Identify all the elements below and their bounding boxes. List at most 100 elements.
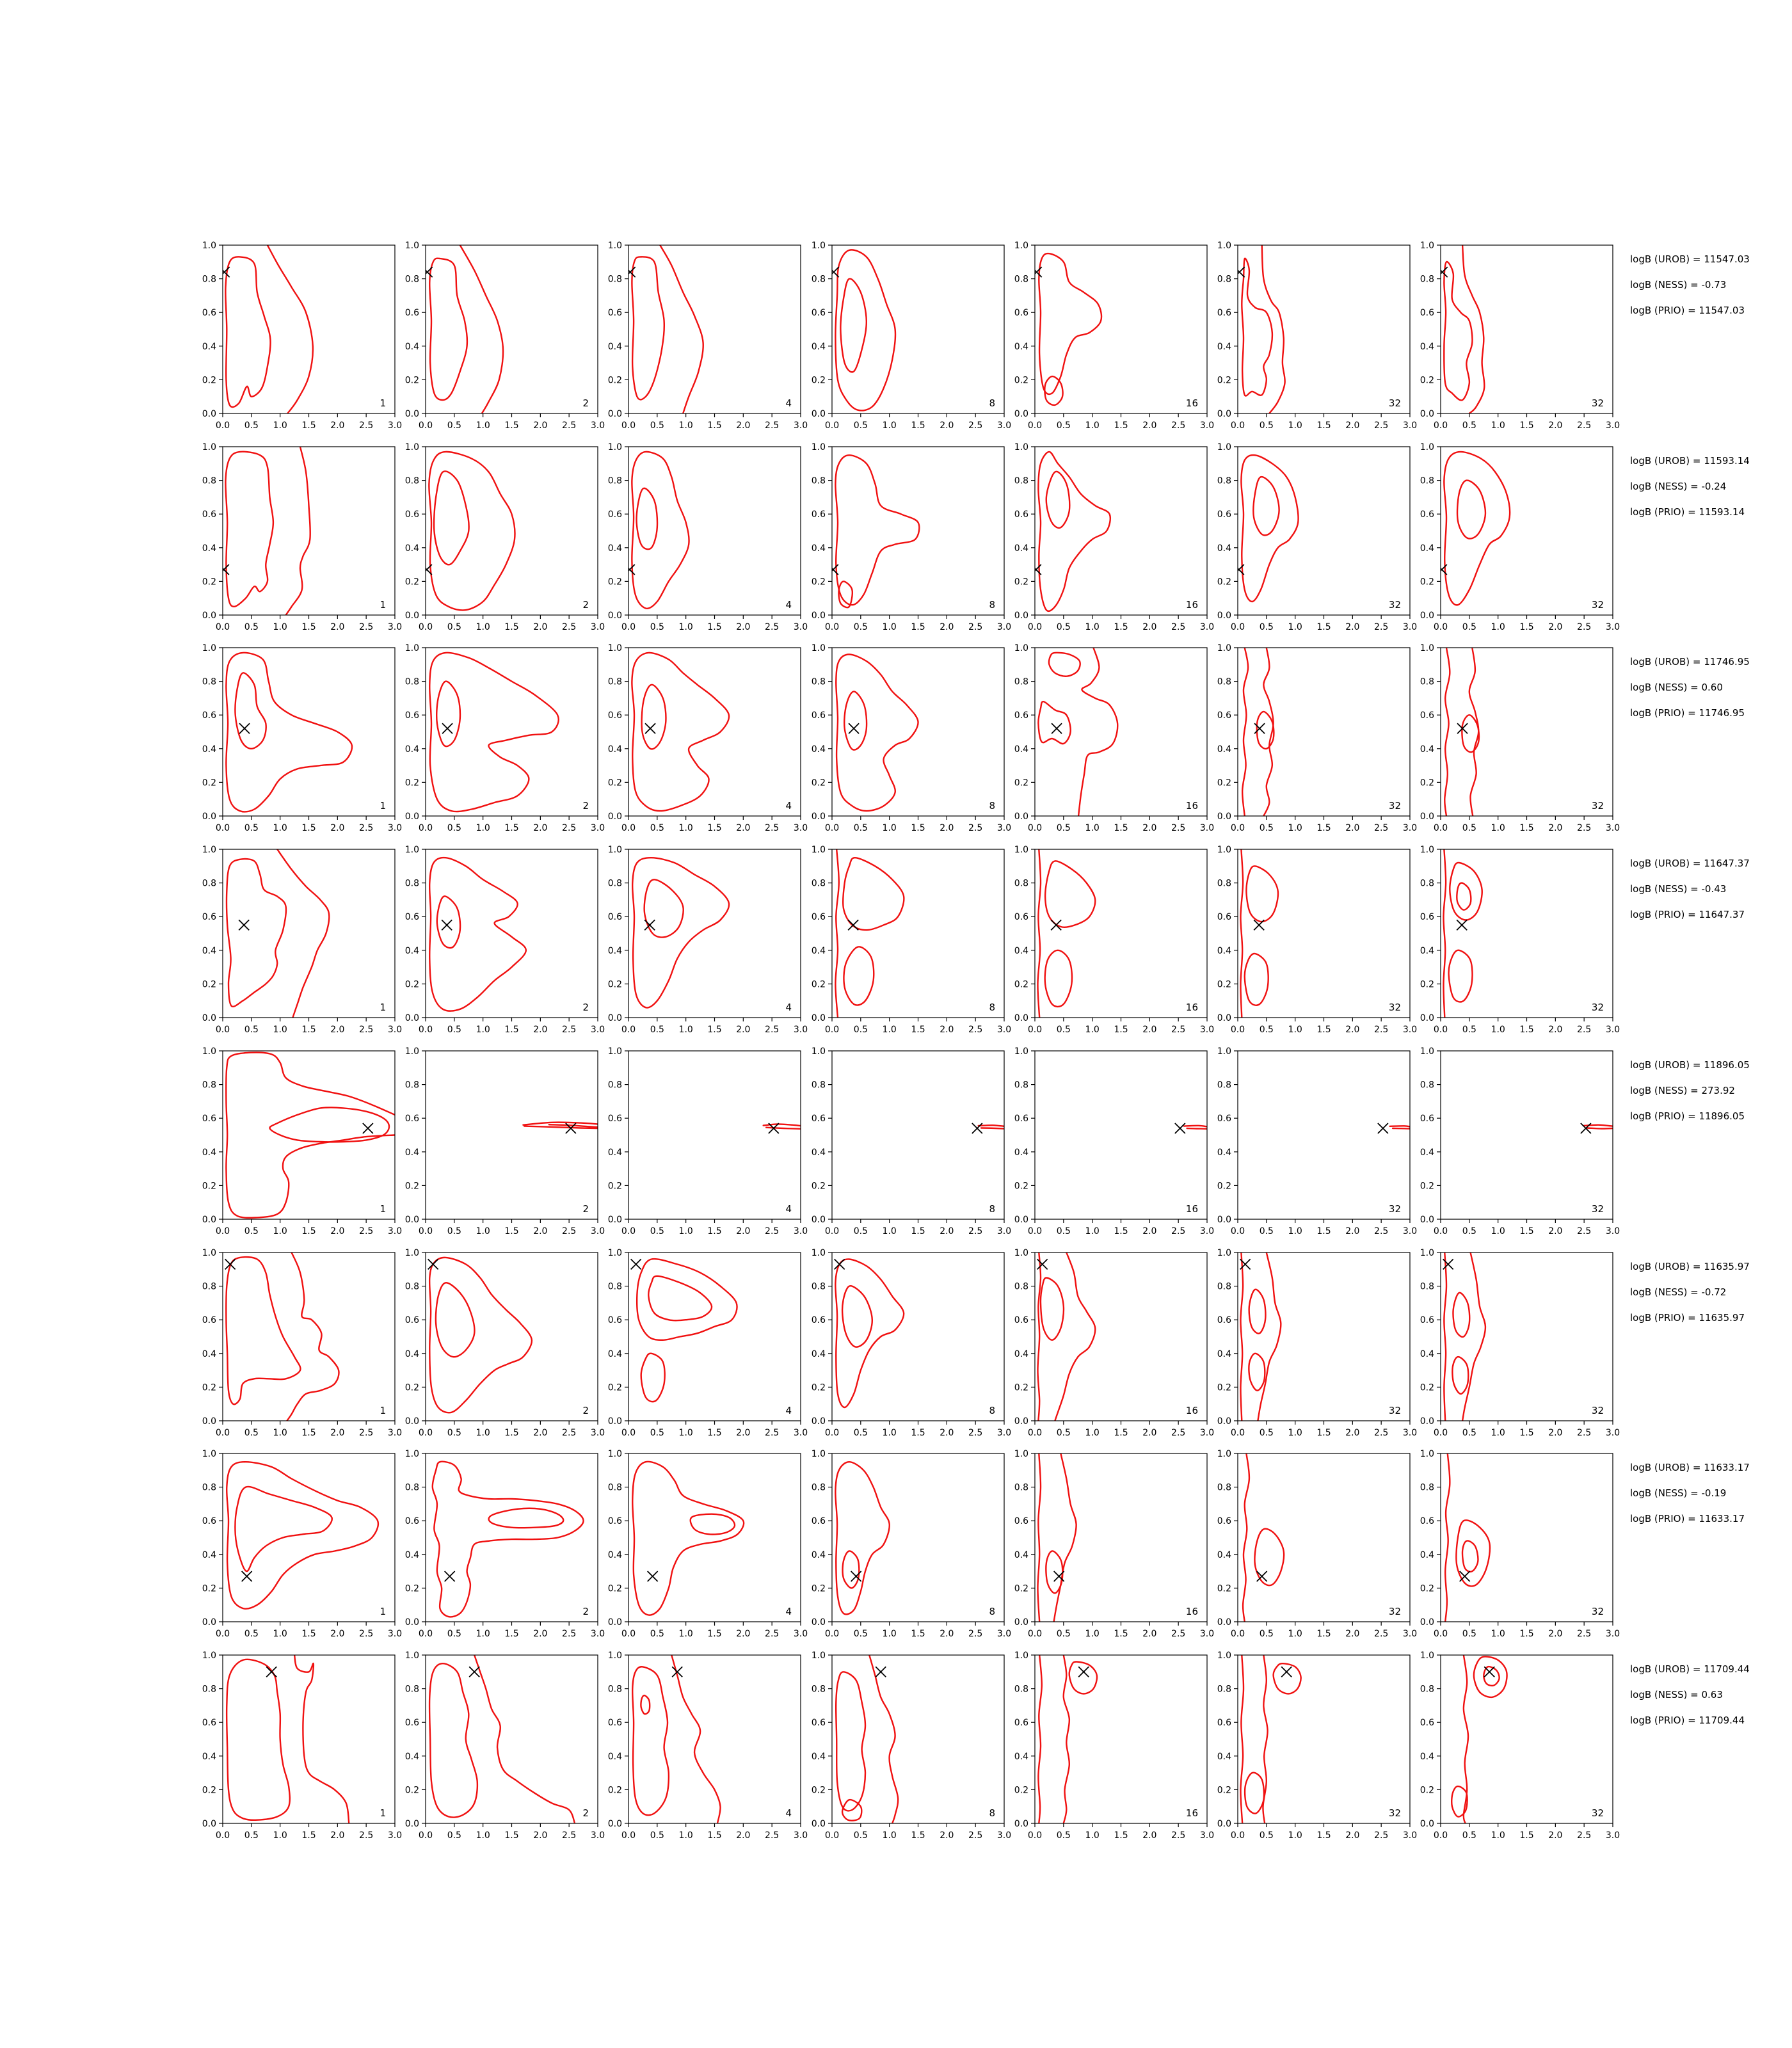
y-tick-label: 0.4 [1014,1752,1028,1762]
y-tick-label: 0.2 [1420,1583,1434,1594]
x-tick-label: 1.5 [1316,1428,1331,1438]
subplot-r4c4: 0.0 0.5 1.0 1.5 2.0 2.5 3.0 0.0 0.2 0.4 0.6 0.8 1.0 8 [812,845,1011,1035]
x-tick-label: 2.5 [1374,1428,1388,1438]
subplot-r8c1: 0.0 0.5 1.0 1.5 2.0 2.5 3.0 0.0 0.2 0.4 0.6 0.8 1.0 1 [202,1651,402,1841]
x-tick-label: 2.0 [1142,823,1156,833]
x-tick-label: 0.5 [1260,823,1274,833]
y-tick-label: 0.8 [1420,879,1434,889]
x-tick-label: 0.5 [1462,622,1476,632]
x-tick-label: 1.5 [707,1025,721,1035]
x-tick-label: 0.5 [1057,1830,1071,1841]
x-marker [426,266,433,278]
y-tick-label: 0.6 [405,509,419,520]
y-tick-label: 0.8 [608,1684,622,1695]
x-tick-label: 3.0 [997,1428,1011,1438]
x-tick-label: 2.5 [562,1226,576,1236]
x-tick-label: 2.0 [1548,420,1562,431]
panel-count-label: 8 [989,1405,995,1416]
row-stats-5: logB (UROB) = 11896.05 logB (NESS) = 273… [1630,1051,1790,1128]
x-tick-label: 2.5 [562,420,576,431]
y-tick-label: 0.8 [1217,1684,1231,1695]
y-tick-label: 0.2 [405,577,419,587]
y-tick-label: 0.6 [1014,1315,1028,1325]
y-tick-label: 0.8 [405,879,419,889]
x-tick-label: 1.0 [883,1629,897,1639]
x-tick-label: 1.5 [1114,1226,1128,1236]
panel-count-label: 2 [582,1606,589,1617]
x-tick-label: 2.0 [330,420,344,431]
x-tick-label: 0.0 [216,1025,230,1035]
contour-line [1449,861,1483,921]
contour-line [1452,1292,1471,1338]
y-tick-label: 1.0 [1217,643,1231,653]
logb-prio-value: logB (PRIO) = 11709.44 [1630,1715,1745,1726]
x-tick-label: 0.5 [854,823,868,833]
y-tick-label: 1.0 [202,1651,216,1661]
x-tick-label: 0.5 [1057,1629,1071,1639]
y-tick-label: 0.8 [405,677,419,687]
x-marker [875,1666,886,1677]
contour-line [428,1256,533,1414]
y-tick-label: 0.0 [202,1819,216,1829]
y-tick-label: 0.6 [1014,509,1028,520]
y-tick-label: 0.0 [1217,409,1231,419]
y-tick-label: 0.8 [812,275,826,285]
x-tick-label: 0.0 [216,622,230,632]
x-tick-label: 0.0 [825,823,839,833]
x-tick-label: 1.5 [301,823,316,833]
x-marker [428,1258,439,1270]
x-tick-label: 2.5 [765,1830,779,1841]
x-marker [972,1123,983,1134]
x-tick-label: 0.5 [650,1830,664,1841]
y-tick-label: 0.6 [202,912,216,922]
y-tick-label: 0.0 [1420,1819,1434,1829]
x-tick-label: 2.5 [1171,1428,1185,1438]
y-tick-label: 0.0 [202,1617,216,1628]
x-tick-label: 1.5 [1114,622,1128,632]
subplot-r2c5: 0.0 0.5 1.0 1.5 2.0 2.5 3.0 0.0 0.2 0.4 0.6 0.8 1.0 1… [1014,442,1214,632]
x-tick-label: 1.0 [476,823,490,833]
y-tick-label: 0.4 [608,342,622,352]
y-tick-label: 0.2 [812,1785,826,1795]
x-marker [1240,1258,1251,1270]
y-tick-label: 0.2 [1217,577,1231,587]
x-tick-label: 2.0 [533,1226,547,1236]
x-tick-label: 2.5 [1577,420,1591,431]
subplot-r7c6: 0.0 0.5 1.0 1.5 2.0 2.5 3.0 0.0 0.2 0.4 0.6 0.8 1.0 3… [1217,1449,1417,1639]
x-tick-label: 2.5 [1374,420,1388,431]
x-tick-label: 2.0 [1548,1830,1562,1841]
y-tick-label: 0.4 [1014,744,1028,755]
logb-ness-value: logB (NESS) = -0.24 [1630,481,1727,492]
y-tick-label: 1.0 [608,845,622,855]
contour-line [842,1550,860,1589]
y-tick-label: 0.8 [202,677,216,687]
y-tick-label: 0.8 [202,476,216,486]
y-tick-label: 0.0 [608,1617,622,1628]
y-tick-label: 0.0 [1014,409,1028,419]
x-tick-label: 1.5 [1316,420,1331,431]
y-tick-label: 0.4 [405,1550,419,1560]
x-tick-label: 0.5 [1462,1629,1476,1639]
y-tick-label: 0.2 [608,1583,622,1594]
y-tick-label: 0.0 [1217,1617,1231,1628]
subplot-r4c3: 0.0 0.5 1.0 1.5 2.0 2.5 3.0 0.0 0.2 0.4 0.6 0.8 1.0 4 [608,845,808,1035]
x-tick-label: 3.0 [1200,622,1214,632]
y-tick-label: 1.0 [812,1651,826,1661]
x-tick-label: 1.5 [1519,1629,1533,1639]
subplot-r7c4: 0.0 0.5 1.0 1.5 2.0 2.5 3.0 0.0 0.2 0.4 0.6 0.8 1.0 8 [812,1449,1011,1639]
x-tick-label: 0.5 [447,1226,461,1236]
contour-line [1256,710,1275,750]
x-tick-label: 2.5 [968,420,982,431]
x-tick-label: 0.5 [1260,1629,1274,1639]
x-tick-label: 2.5 [359,823,373,833]
x-tick-label: 1.0 [1288,1629,1302,1639]
y-tick-label: 0.0 [405,1215,419,1225]
x-tick-label: 3.0 [388,420,402,431]
y-tick-label: 1.0 [1014,845,1028,855]
logb-urob-value: logB (UROB) = 11709.44 [1630,1663,1750,1675]
y-tick-label: 0.8 [1217,1282,1231,1292]
y-tick-label: 0.2 [1014,1382,1028,1393]
x-marker [223,564,230,575]
contour-line [835,454,920,606]
contour-line [631,256,666,401]
